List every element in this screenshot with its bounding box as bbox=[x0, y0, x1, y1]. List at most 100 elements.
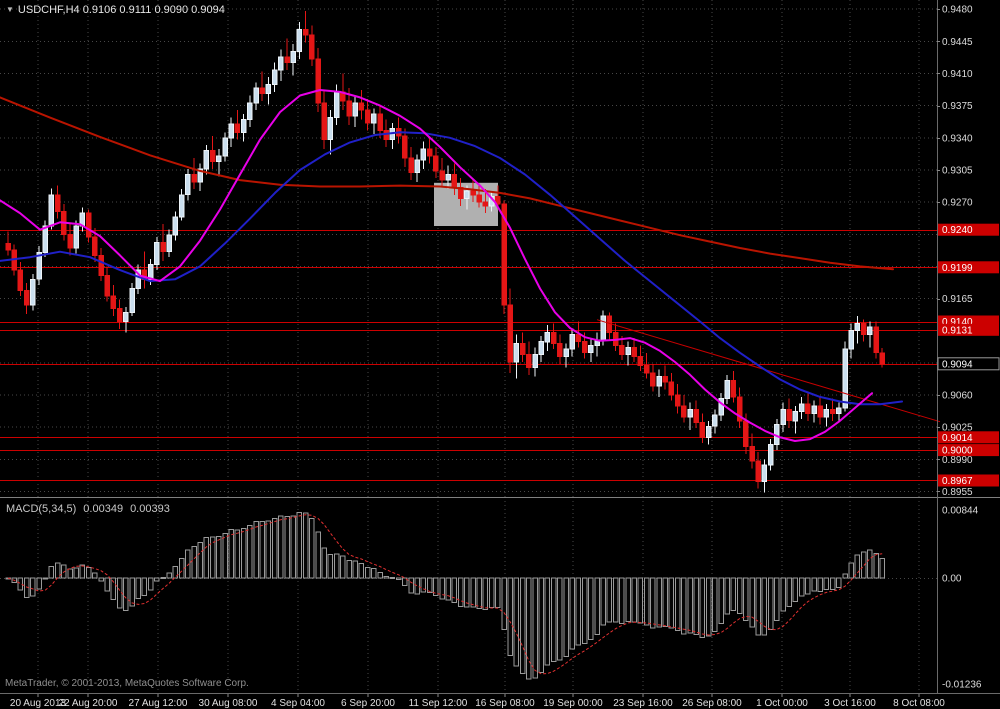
candle-bear bbox=[23, 289, 30, 306]
candle-bull bbox=[278, 56, 284, 71]
macd-bar bbox=[457, 577, 464, 608]
panel-separators[interactable] bbox=[0, 0, 1000, 694]
macd-bar bbox=[17, 577, 24, 591]
candle-bear bbox=[730, 379, 737, 398]
level-price-tag-text: 0.9000 bbox=[942, 446, 973, 457]
candle-bear bbox=[495, 196, 501, 205]
candle-bear bbox=[259, 87, 265, 95]
candle-bear bbox=[5, 242, 11, 251]
macd-bar bbox=[216, 535, 222, 579]
candle-bull bbox=[166, 234, 172, 253]
macd-bar bbox=[340, 555, 346, 579]
macd-panel[interactable]: 0.00844 0.00 -0.01236 bbox=[0, 506, 982, 691]
candle-bull bbox=[811, 405, 817, 414]
candle-bear bbox=[557, 343, 563, 358]
candle-bull bbox=[371, 113, 377, 124]
macd-bar bbox=[780, 577, 786, 612]
macd-bar bbox=[197, 542, 203, 579]
time-axis-label: 4 Sep 04:00 bbox=[271, 698, 325, 709]
macd-bar bbox=[588, 577, 594, 640]
symbol-dropdown-icon[interactable]: ▼ bbox=[6, 5, 14, 14]
candle-bull bbox=[222, 137, 228, 157]
candle-bear bbox=[786, 409, 792, 422]
ma-mid-blue[interactable] bbox=[0, 131, 903, 406]
candle-bull bbox=[792, 411, 799, 422]
macd-histogram bbox=[5, 512, 885, 680]
time-axis-label: 27 Aug 12:00 bbox=[129, 698, 188, 709]
macd-bar bbox=[67, 568, 73, 579]
macd-bar bbox=[247, 524, 253, 579]
ma-slow-red[interactable] bbox=[0, 96, 894, 271]
macd-bar bbox=[705, 577, 712, 637]
macd-bar bbox=[302, 512, 309, 579]
panel-separator[interactable] bbox=[0, 497, 1000, 498]
macd-bar bbox=[718, 577, 724, 625]
candle-bear bbox=[829, 409, 836, 414]
candle-bull bbox=[253, 87, 259, 104]
time-axis-label: 22 Aug 20:00 bbox=[59, 698, 118, 709]
macd-bar bbox=[73, 567, 79, 579]
candle-bear bbox=[439, 170, 445, 181]
candle-bull bbox=[854, 322, 861, 332]
macd-bar bbox=[774, 577, 780, 622]
macd-bar bbox=[674, 577, 681, 632]
level-price-tag bbox=[938, 444, 999, 457]
horizontal-level-lines[interactable] bbox=[0, 230, 937, 481]
time-axis-label: 8 Oct 08:00 bbox=[893, 698, 945, 709]
ma-fast-magenta[interactable] bbox=[0, 89, 873, 442]
price-tick-label: 0.9165 bbox=[942, 294, 973, 305]
macd-bar bbox=[563, 577, 569, 657]
candle-bear bbox=[637, 355, 644, 367]
candle-bull bbox=[135, 269, 141, 290]
candle-bear bbox=[749, 446, 755, 462]
candle-bull bbox=[823, 409, 830, 418]
price-tick-label: 0.8990 bbox=[942, 455, 973, 466]
time-axis-label: 6 Sep 20:00 bbox=[341, 698, 395, 709]
macd-bar bbox=[550, 577, 557, 662]
candle-bear bbox=[191, 174, 197, 183]
macd-bar bbox=[433, 577, 439, 596]
candle-bear bbox=[736, 396, 743, 422]
candle-bull bbox=[464, 190, 470, 199]
candle-bear bbox=[643, 365, 650, 374]
candle-bear bbox=[650, 372, 656, 387]
level-price-tag-text: 0.9094 bbox=[942, 359, 973, 370]
macd-bar bbox=[123, 577, 129, 611]
time-axis-label: 1 Oct 00:00 bbox=[756, 698, 808, 709]
candle-bear bbox=[383, 130, 389, 141]
price-tick-label: 0.9375 bbox=[942, 101, 973, 112]
macd-bar bbox=[637, 577, 644, 624]
candle-bull bbox=[216, 155, 222, 163]
macd-bar bbox=[798, 577, 805, 597]
macd-bar bbox=[253, 521, 259, 579]
macd-bar bbox=[383, 576, 389, 579]
macd-bar bbox=[532, 577, 538, 679]
level-price-tag bbox=[938, 431, 999, 444]
price-tick-label: 0.9060 bbox=[942, 391, 973, 402]
time-axis-border bbox=[0, 693, 1000, 694]
macd-signal-line[interactable] bbox=[7, 514, 883, 675]
macd-bar bbox=[743, 577, 749, 621]
candle-bull bbox=[240, 118, 247, 133]
candle-bull bbox=[445, 174, 451, 181]
candle-bull bbox=[538, 341, 544, 356]
candle-bull bbox=[867, 326, 873, 335]
macd-bar bbox=[650, 577, 656, 629]
macd-bar bbox=[284, 516, 290, 579]
candle-bear bbox=[17, 269, 24, 291]
macd-bar bbox=[867, 549, 873, 579]
macd-bar bbox=[228, 529, 234, 579]
time-axis-label: 11 Sep 12:00 bbox=[409, 698, 468, 709]
candle-bear bbox=[315, 58, 321, 104]
macd-bar bbox=[147, 577, 154, 591]
candle-bear bbox=[234, 123, 241, 133]
price-axis[interactable]: 0.9480 0.9445 0.9410 0.9375 0.9340 0.9305 0.92… bbox=[937, 5, 1000, 498]
candle-bear bbox=[302, 28, 309, 36]
candle-bull bbox=[265, 84, 272, 95]
price-tick-label: 0.9410 bbox=[942, 69, 973, 80]
macd-bar bbox=[333, 553, 340, 579]
macd-bar bbox=[575, 577, 582, 646]
